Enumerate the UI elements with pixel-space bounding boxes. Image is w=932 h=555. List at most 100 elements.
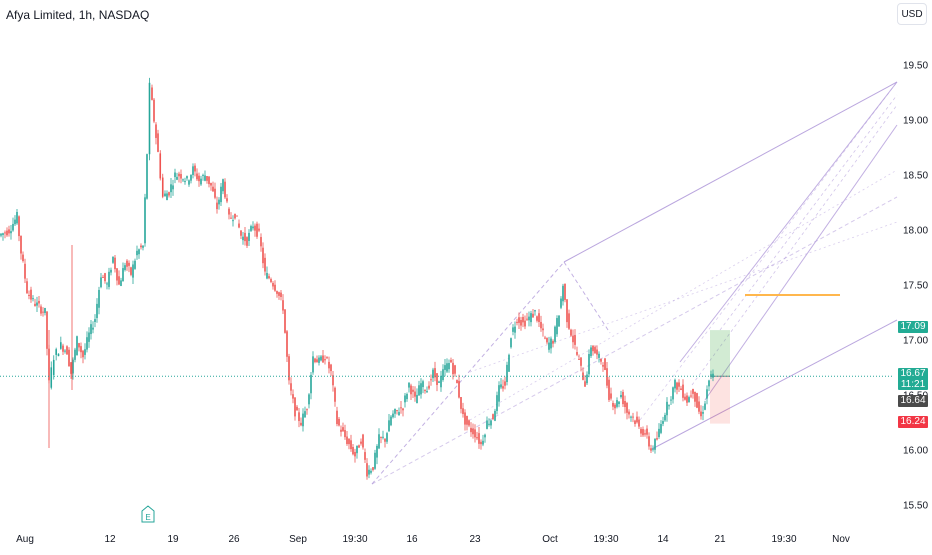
candle-body [630, 416, 632, 418]
candle-body [678, 382, 680, 387]
candle-body [496, 395, 498, 411]
candle-body [161, 177, 164, 197]
price-tick-label: 18.50 [903, 171, 928, 182]
candle-body [458, 380, 460, 398]
candle-body [282, 300, 284, 311]
candle-body [530, 313, 532, 323]
candle-body [96, 303, 98, 318]
candle-body [520, 319, 522, 326]
candle-body [466, 415, 468, 425]
candle-body [184, 181, 186, 183]
candle-body [472, 428, 474, 435]
price-axis[interactable]: 15.5016.0016.5017.0017.5018.0018.5019.00… [903, 61, 928, 512]
candle-body [524, 320, 526, 327]
candle-body [586, 374, 588, 384]
candle-body [360, 441, 362, 444]
currency-button[interactable]: USD [897, 3, 927, 25]
candle-body [40, 306, 42, 314]
candle-body [28, 294, 30, 296]
candle-body [216, 202, 218, 210]
candle-body [157, 133, 159, 152]
candle-body [684, 396, 686, 400]
candle-body [60, 342, 62, 349]
candle-body [200, 178, 202, 185]
candle-body [102, 276, 104, 278]
candle-body [256, 223, 258, 237]
candle-body [310, 374, 312, 394]
candle-body [656, 438, 658, 440]
candle-body [2, 233, 4, 235]
long-position-drawing[interactable] [710, 294, 840, 424]
candle-body [198, 175, 200, 182]
candle-body [700, 411, 702, 417]
candle-body [598, 353, 600, 358]
candle-body [10, 231, 12, 234]
candle-body [260, 237, 262, 247]
candle-body [250, 226, 252, 231]
earnings-badge[interactable]: E [141, 505, 155, 523]
candle-body [332, 375, 334, 386]
candle-body [164, 193, 166, 197]
candle-body [106, 283, 108, 285]
candle-body [334, 387, 336, 402]
candle-body [626, 402, 628, 413]
candle-body [228, 208, 230, 215]
candle-body [72, 359, 74, 374]
time-axis[interactable]: Aug 12 19 26 Sep 19:30 16 23 Oct 19:30 14 21 19:30 No… [16, 534, 850, 545]
candle-body [128, 262, 130, 266]
candle-body [354, 451, 356, 457]
candle-body [538, 313, 540, 323]
candle-body [556, 318, 558, 335]
candle-body [372, 467, 374, 471]
pitchfork-line [651, 319, 898, 450]
candle-body [252, 226, 254, 229]
candle-body [694, 391, 696, 402]
candle-body [288, 356, 290, 381]
candle-body [698, 401, 700, 412]
candle-body [136, 250, 138, 256]
candle-body [194, 165, 196, 172]
candle-body [340, 429, 342, 432]
candle-body [592, 345, 594, 352]
candle-body [704, 403, 706, 410]
candle-body [514, 326, 516, 333]
candle-body [300, 422, 302, 426]
time-tick-label: Sep [289, 534, 307, 545]
candle-body [548, 342, 550, 350]
candle-body [640, 428, 642, 434]
pitchfork-line [679, 81, 898, 363]
candle-body [394, 408, 396, 414]
candle-body [428, 385, 430, 389]
candle-body [422, 381, 424, 388]
candle-body [86, 337, 88, 350]
candle-body [562, 285, 564, 302]
candle-body [92, 327, 94, 330]
candle-body [0, 233, 2, 236]
candle-body [510, 338, 512, 348]
candle-body [384, 438, 386, 442]
price-tick-label: 15.50 [903, 501, 928, 512]
candle-body [76, 336, 78, 356]
candle-body [192, 166, 194, 176]
candle-body [202, 174, 204, 176]
candle-body [594, 347, 596, 354]
candle-body [153, 99, 155, 122]
candle-body [658, 428, 660, 438]
candle-body [670, 399, 672, 401]
pitchfork-drawing[interactable] [371, 81, 898, 485]
candle-body [380, 436, 382, 438]
candle-body [276, 291, 278, 294]
candle-body [68, 349, 70, 367]
candle-body [672, 387, 674, 400]
candle-body [110, 269, 112, 273]
candle-body [532, 313, 534, 318]
candle-body [88, 332, 90, 342]
candle-body [546, 338, 548, 343]
candles [0, 77, 714, 480]
time-tick-label: 12 [104, 534, 116, 545]
time-tick-label: 19:30 [771, 534, 796, 545]
candle-body [426, 391, 428, 393]
candle-body [460, 397, 462, 409]
candle-body [618, 401, 620, 404]
